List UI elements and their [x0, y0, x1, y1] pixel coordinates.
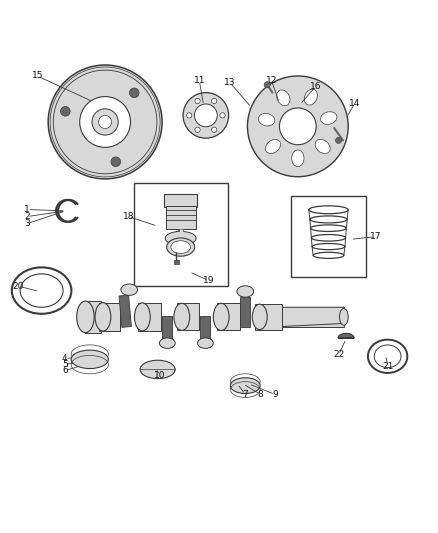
Ellipse shape — [258, 114, 275, 126]
Circle shape — [212, 127, 217, 132]
Ellipse shape — [304, 89, 318, 105]
Ellipse shape — [315, 140, 330, 154]
Bar — [255, 304, 282, 329]
Bar — [173, 260, 179, 264]
Ellipse shape — [77, 301, 94, 333]
Text: 17: 17 — [370, 232, 381, 241]
Ellipse shape — [339, 309, 348, 325]
Circle shape — [195, 99, 200, 103]
Circle shape — [212, 99, 217, 103]
Text: 22: 22 — [333, 351, 344, 359]
Ellipse shape — [166, 238, 194, 256]
Bar — [162, 316, 172, 346]
Bar — [85, 301, 101, 333]
Circle shape — [92, 109, 118, 135]
Ellipse shape — [213, 303, 229, 330]
Text: 3: 3 — [24, 219, 30, 228]
Ellipse shape — [71, 350, 109, 368]
Ellipse shape — [121, 284, 138, 295]
Circle shape — [80, 96, 131, 147]
Text: 11: 11 — [194, 76, 205, 85]
Text: 13: 13 — [224, 78, 236, 87]
Circle shape — [195, 127, 200, 132]
Bar — [119, 295, 131, 327]
Ellipse shape — [252, 304, 267, 329]
Text: 10: 10 — [154, 370, 166, 379]
Text: 9: 9 — [272, 390, 278, 399]
Circle shape — [279, 108, 316, 145]
Bar — [164, 194, 197, 207]
Text: 12: 12 — [266, 76, 277, 85]
Ellipse shape — [198, 338, 213, 349]
Text: 19: 19 — [203, 276, 214, 285]
Circle shape — [220, 113, 225, 118]
Ellipse shape — [134, 303, 150, 331]
Bar — [291, 197, 366, 278]
Ellipse shape — [292, 150, 304, 167]
Text: 16: 16 — [310, 83, 321, 92]
Text: 20: 20 — [13, 282, 24, 290]
Circle shape — [336, 138, 342, 143]
Circle shape — [60, 107, 70, 116]
Ellipse shape — [174, 303, 190, 330]
Ellipse shape — [277, 90, 290, 106]
Polygon shape — [338, 334, 354, 338]
Ellipse shape — [230, 378, 260, 393]
Circle shape — [247, 76, 348, 177]
Ellipse shape — [165, 231, 196, 245]
Circle shape — [183, 93, 229, 138]
Bar — [217, 303, 240, 330]
Ellipse shape — [159, 338, 175, 349]
Text: 18: 18 — [123, 212, 134, 221]
Circle shape — [187, 113, 192, 118]
Bar — [177, 303, 199, 330]
Text: 7: 7 — [242, 390, 248, 399]
Ellipse shape — [140, 360, 175, 378]
Ellipse shape — [95, 303, 111, 331]
Circle shape — [111, 157, 120, 166]
Bar — [166, 206, 196, 229]
Bar — [138, 303, 161, 331]
Text: 5: 5 — [62, 360, 68, 369]
Ellipse shape — [237, 286, 254, 297]
Ellipse shape — [321, 112, 337, 124]
Text: 14: 14 — [349, 99, 360, 108]
Circle shape — [99, 115, 112, 128]
Ellipse shape — [171, 241, 191, 254]
Text: 15: 15 — [32, 71, 43, 80]
Circle shape — [194, 104, 217, 127]
Circle shape — [264, 82, 270, 88]
Text: 8: 8 — [258, 390, 264, 399]
Text: 21: 21 — [382, 362, 394, 371]
Text: 1: 1 — [24, 205, 30, 214]
Ellipse shape — [265, 140, 280, 154]
Circle shape — [129, 88, 139, 98]
Text: 4: 4 — [62, 354, 67, 363]
Bar — [200, 316, 210, 346]
Text: 2: 2 — [25, 212, 30, 221]
Bar — [283, 307, 344, 327]
Polygon shape — [283, 307, 344, 327]
Text: 6: 6 — [62, 366, 68, 375]
Bar — [240, 297, 250, 327]
Circle shape — [53, 70, 157, 174]
Circle shape — [48, 65, 162, 179]
Bar — [134, 183, 228, 286]
Bar — [99, 303, 120, 331]
